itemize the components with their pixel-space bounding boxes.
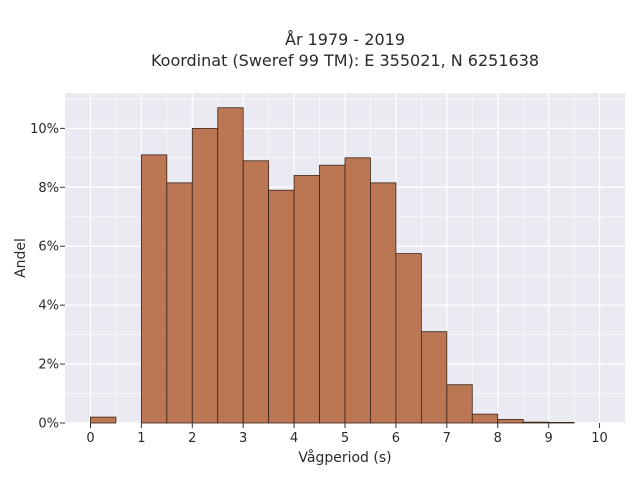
histogram-bar — [420, 331, 448, 424]
histogram-bar — [395, 253, 422, 424]
y-axis-ticks: 0% 2% 4% 6% 8% 10% — [30, 122, 65, 432]
histogram-bar — [471, 413, 499, 424]
chart-title: År 1979 - 2019 — [285, 30, 405, 49]
histogram-bar — [293, 175, 320, 424]
histogram-bar — [370, 182, 397, 424]
y-tick-label: 2% — [38, 358, 59, 373]
y-tick-label: 6% — [38, 240, 59, 255]
histogram-bar — [497, 419, 524, 424]
x-tick-label: 0 — [86, 431, 94, 446]
x-axis-ticks: 0 1 2 3 4 5 6 7 8 9 10 — [86, 423, 608, 446]
chart-subtitle: Koordinat (Sweref 99 TM): E 355021, N 62… — [151, 51, 539, 70]
y-tick-label: 4% — [38, 299, 59, 314]
x-tick-label: 4 — [290, 431, 298, 446]
histogram-bar — [242, 160, 270, 424]
y-tick-label: 0% — [38, 417, 59, 432]
x-tick-label: 2 — [188, 431, 196, 446]
histogram-bar — [166, 182, 193, 424]
x-tick-label: 1 — [137, 431, 145, 446]
x-tick-label: 6 — [392, 431, 400, 446]
x-tick-label: 8 — [494, 431, 502, 446]
x-tick-label: 9 — [544, 431, 552, 446]
x-tick-label: 3 — [239, 431, 247, 446]
x-tick-label: 10 — [591, 431, 608, 446]
histogram-bar — [217, 107, 244, 424]
x-tick-label: 7 — [443, 431, 451, 446]
histogram-bar — [344, 157, 371, 424]
y-tick-label: 8% — [38, 181, 59, 196]
histogram-bar — [90, 416, 117, 424]
histogram-bar — [268, 189, 295, 424]
y-tick-label: 10% — [30, 122, 59, 137]
bars-group — [90, 107, 575, 424]
histogram-bar — [319, 164, 346, 424]
histogram-bar — [446, 384, 473, 424]
histogram-bar — [140, 154, 168, 424]
y-axis-label: Andel — [13, 238, 29, 278]
histogram-bar — [548, 422, 575, 424]
histogram-bar — [191, 127, 219, 424]
x-tick-label: 5 — [341, 431, 349, 446]
histogram-bar — [522, 421, 550, 424]
x-axis-label: Vågperiod (s) — [298, 449, 391, 466]
